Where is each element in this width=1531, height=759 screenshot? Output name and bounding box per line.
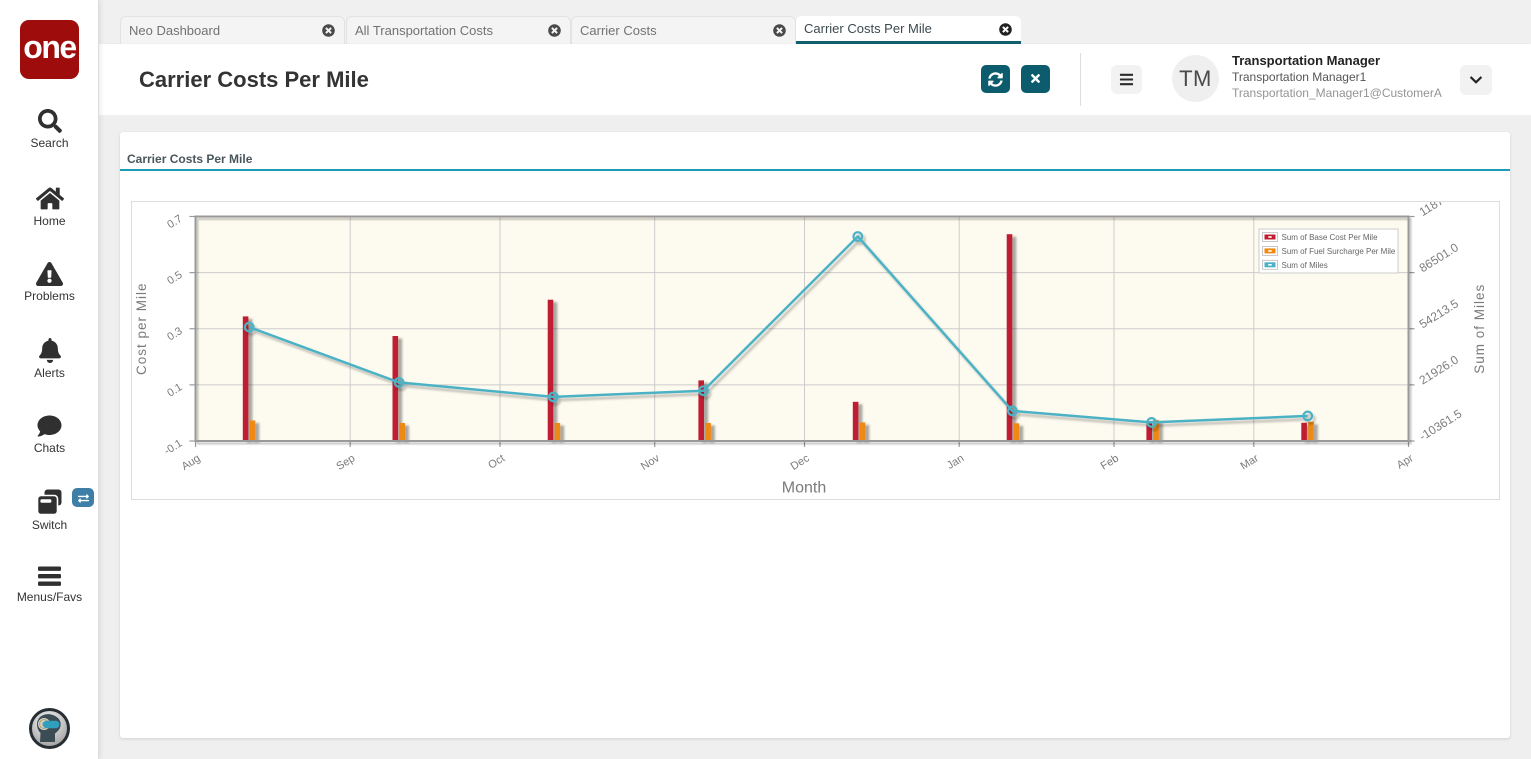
svg-text:118788.5: 118788.5	[1417, 202, 1466, 219]
svg-text:-0.1: -0.1	[162, 437, 184, 457]
svg-text:Oct: Oct	[486, 452, 507, 471]
svg-text:Sep: Sep	[334, 452, 357, 473]
svg-text:Dec: Dec	[789, 452, 812, 473]
svg-text:0.5: 0.5	[165, 269, 184, 287]
svg-text:Nov: Nov	[639, 452, 662, 473]
svg-text:Jan: Jan	[945, 452, 966, 472]
svg-text:Feb: Feb	[1099, 452, 1121, 472]
svg-text:Sum of Base Cost Per Mile: Sum of Base Cost Per Mile	[1282, 233, 1379, 242]
svg-text:Mar: Mar	[1238, 452, 1261, 472]
svg-text:Month: Month	[782, 480, 826, 497]
svg-text:Cost per Mile: Cost per Mile	[134, 282, 149, 375]
svg-text:Sum of Fuel Surcharge Per Mile: Sum of Fuel Surcharge Per Mile	[1282, 247, 1396, 256]
svg-text:21926.0: 21926.0	[1417, 352, 1461, 387]
svg-text:54213.5: 54213.5	[1417, 296, 1461, 331]
svg-text:0.3: 0.3	[165, 325, 184, 343]
svg-text:Sum of Miles: Sum of Miles	[1472, 284, 1487, 374]
svg-text:Apr: Apr	[1395, 452, 1416, 471]
svg-text:-10361.5: -10361.5	[1417, 406, 1465, 443]
svg-text:Sum of Miles: Sum of Miles	[1282, 261, 1328, 270]
svg-text:86501.0: 86501.0	[1417, 240, 1461, 275]
svg-text:0.1: 0.1	[165, 381, 184, 399]
svg-text:Aug: Aug	[180, 452, 203, 473]
svg-text:0.7: 0.7	[165, 213, 184, 231]
